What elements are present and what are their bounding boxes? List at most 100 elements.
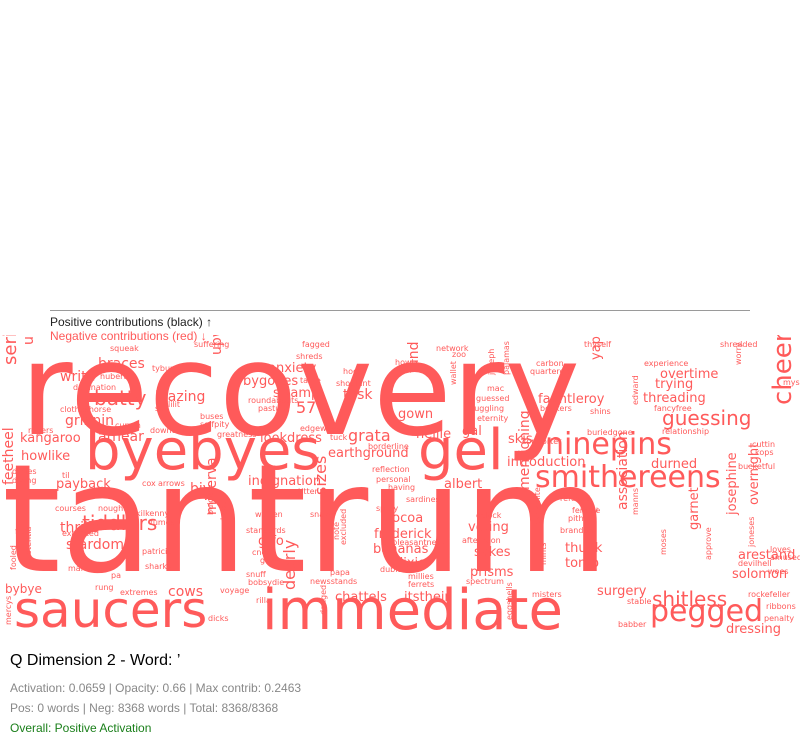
cloud-word: howlike [21,449,71,464]
cloud-word: surgery [597,584,647,599]
cloud-word: papa [330,568,350,577]
cloud-word: seriously [0,335,21,365]
cloud-word: fancyfree [654,404,692,413]
cloud-word: fauntleroy [538,392,605,407]
cloud-word: fagged [302,340,330,349]
cloud-word: write [60,369,96,385]
cloud-word: juggling [472,404,505,413]
cloud-word: rockefeller [748,590,791,599]
cloud-word: sakes [474,545,511,560]
cloud-word: hoes [343,367,363,376]
cloud-word: twos [219,501,228,520]
cloud-word: excepted [62,529,99,538]
cloud-word: shredded [720,340,758,349]
cloud-word: understood [21,335,37,345]
cloud-word: cheerful [768,335,798,405]
cloud-word: relationship [662,427,710,436]
cloud-word: mentioning [517,410,533,490]
cloud-word: brandon [560,526,594,535]
cloud-word: albert [444,477,483,492]
cloud-word: comforter [522,437,562,446]
cloud-word: cox [142,479,156,488]
cloud-word: bybye [5,582,42,596]
cloud-word: eggshells [505,582,514,620]
cloud-word: trying [655,377,694,392]
cloud-word: tiddlers [82,511,158,535]
cloud-word: byebyes [85,418,321,483]
cloud-word: bonkers [540,404,572,413]
cloud-word: blazing [155,389,206,405]
cloud-word: grata [348,426,391,445]
cloud-word: gal [462,424,482,439]
cloud-word: dubia [380,565,403,574]
cloud-word: gtfo [258,534,284,549]
cloud-word: bucketful [738,462,776,471]
cloud-word: bananas [373,542,429,557]
cloud-word: standards [246,526,286,535]
cloud-word: zoo [452,350,466,359]
cloud-word: thunk [565,541,603,556]
cloud-word: mys [783,378,800,387]
cloud-word: experience [644,359,689,368]
cloud-word: fumes [150,518,175,527]
cloud-word: cuttin [752,440,776,449]
cloud-word: frederick [374,527,432,542]
legend-negative: Negative contributions (red) ↓ [50,329,207,343]
cloud-word: squeak [110,344,139,353]
cloud-word: suffering [194,340,230,349]
cloud-word: anxiety [268,361,317,376]
cloud-word: markline [68,564,104,573]
cloud-word: millies [408,572,434,581]
cloud-word: misters [532,590,562,599]
cloud-word: thrills [60,520,100,536]
cloud-word: titter [298,487,318,496]
cloud-word: worry [734,342,743,365]
cloud-word: cows [168,584,204,600]
cloud-word: chattels [335,590,387,605]
activation-stats: Activation: 0.0659 | Opacity: 0.66 | Max… [10,681,302,695]
cloud-word: gown [398,407,434,422]
cloud-word: penalty [764,614,795,623]
cloud-word: spectrum [466,577,504,586]
cloud-word: reflection [372,465,410,474]
cloud-word: pegged [650,594,764,629]
cloud-word: dressing [726,622,781,637]
cloud-word: quartered [530,367,570,376]
cloud-word: shitless [652,587,728,611]
cloud-word: ribbons [766,602,796,611]
cloud-word: afternoon [462,536,501,545]
cloud-word: tyburn [152,364,179,373]
cloud-word: extremes [120,588,158,597]
cloud-word: unpleasantness [382,538,445,547]
cloud-word: lilit [168,400,181,409]
cloud-word: selfpity [200,420,230,429]
cloud-word: howl [395,358,414,367]
cloud-word: loves [770,545,791,554]
cloud-word: hubert [100,372,127,381]
legend-positive: Positive contributions (black) ↑ [50,315,213,329]
cloud-word: patricia [142,547,173,556]
cloud-word: bobsydie [248,578,285,587]
cloud-word: bygones [243,374,299,389]
cloud-word: sardines [406,495,440,504]
cloud-word: duties [12,467,37,476]
cloud-word: newsstands [310,577,358,586]
cloud-word: shreds [296,352,323,361]
cloud-word: downtown [150,426,192,435]
cloud-word: guessing [662,406,752,430]
cloud-word: cocoa [385,511,424,526]
cloud-word: dearly [280,539,299,590]
cloud-word: edward [631,375,640,405]
cloud-word: network [436,344,469,353]
cloud-word: diving [12,476,37,485]
cloud-word: joseph [487,348,496,375]
cloud-word: rilla [256,596,271,605]
cloud-word: manns [631,487,640,515]
cloud-word: smithereens [535,460,721,495]
cloud-word: roundabouts [248,396,299,405]
cloud-word: mints [539,542,548,565]
cloud-word: courses [55,504,86,513]
cloud-word: rung [95,583,114,592]
cloud-word: batty [94,386,147,410]
cloud-word: personal [376,475,411,484]
